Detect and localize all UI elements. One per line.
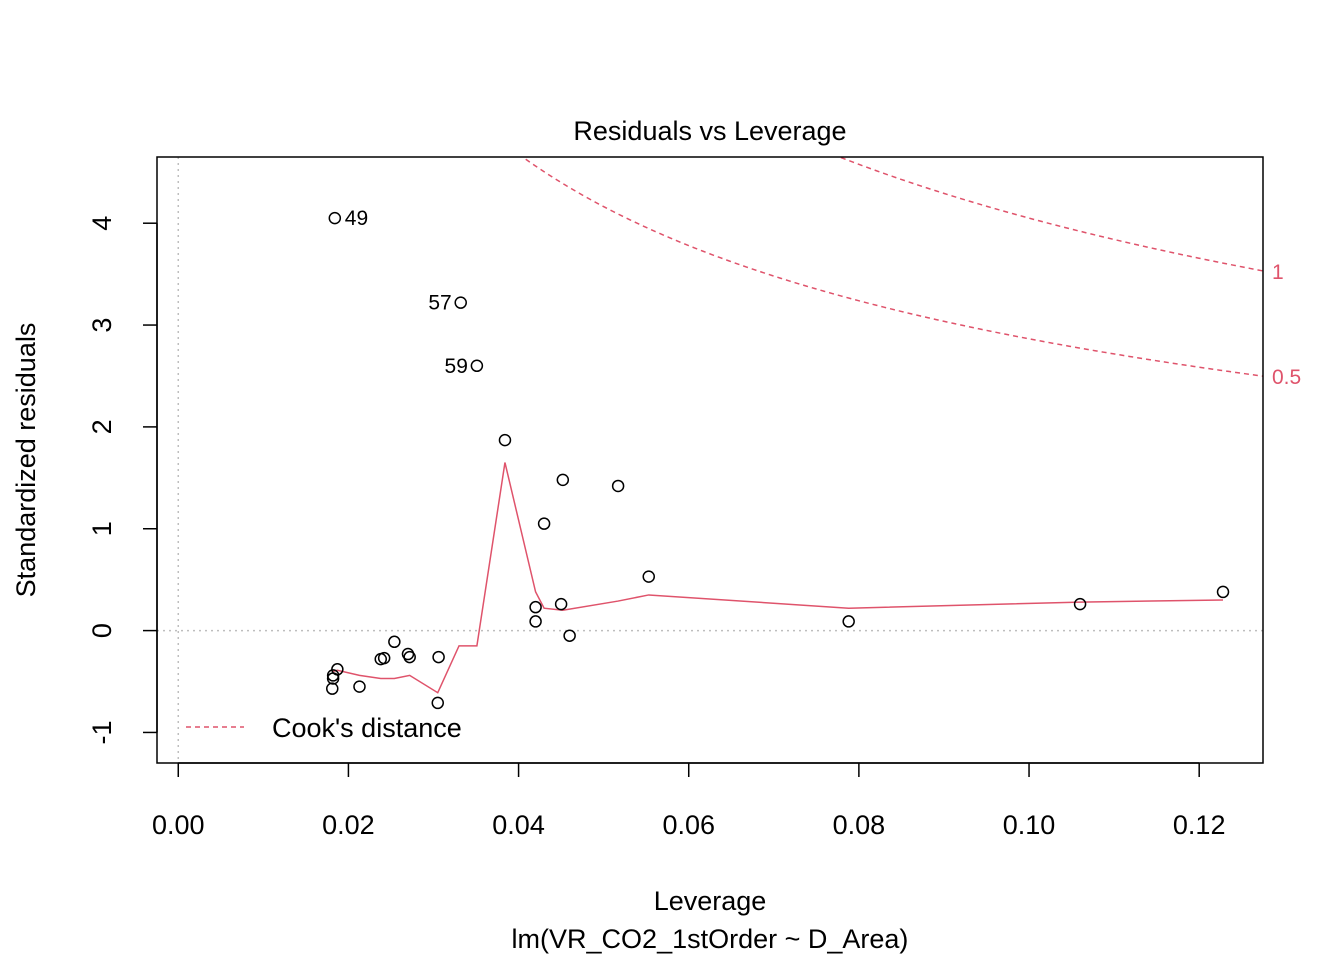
data-point [563,629,576,642]
data-point [537,517,551,530]
data-point [1073,597,1087,611]
legend: Cook's distance [186,713,462,743]
data-point [611,479,625,493]
data-point [554,597,568,611]
data-point [529,600,542,614]
data-point [431,696,445,710]
data-point [556,473,570,487]
smoother-line [332,462,1224,694]
model-formula-label: lm(VR_CO2_1stOrder ~ D_Area) [512,924,909,954]
data-point [328,211,342,225]
y-axis: -1 0 1 2 3 4 [87,216,158,744]
cooks-contour-1 [837,157,1263,272]
data-point [377,651,391,665]
data-point [388,635,401,649]
point-label-57: 57 [428,292,451,315]
y-axis-label: Standardized residuals [11,323,41,598]
data-point [403,650,416,664]
cooks-distance-contours [521,157,1263,377]
x-tick-label: 0.04 [492,810,545,840]
data-point [842,615,855,628]
point-label-49: 49 [345,207,368,230]
data-point [454,296,467,309]
y-tick-label: 2 [87,419,117,434]
data-point [642,570,655,583]
cooks-contour-label: 1 [1272,261,1284,284]
y-tick-label: 4 [87,216,117,231]
point-label-59: 59 [445,355,468,378]
x-tick-label: 0.02 [322,810,375,840]
x-tick-label: 0.00 [152,810,205,840]
data-point [1216,585,1230,599]
point-labels: 49 57 59 [345,207,468,378]
x-tick-label: 0.12 [1173,810,1226,840]
data-point [326,669,340,682]
smoother-layer [332,462,1224,694]
data-point [498,433,512,447]
data-point [353,680,366,693]
x-axis: 0.00 0.02 0.04 0.06 0.08 0.10 0.12 [152,762,1226,840]
cooks-contour-label: 0.5 [1272,366,1301,389]
data-point [470,359,484,373]
y-tick-label: 1 [87,521,117,536]
y-tick-label: 0 [87,623,117,638]
legend-cooks-distance-label: Cook's distance [272,713,462,743]
x-tick-label: 0.10 [1003,810,1056,840]
x-tick-label: 0.06 [662,810,715,840]
cooks-contour-0.5 [521,157,1263,377]
x-axis-label: Leverage [654,886,767,916]
data-point [432,650,445,664]
y-tick-label: -1 [87,720,117,744]
data-point [529,615,542,628]
x-tick-label: 0.08 [833,810,886,840]
data-points [326,211,1230,710]
reference-lines [157,157,1263,763]
y-tick-label: 3 [87,318,117,333]
cooks-distance-contour-labels: 10.5 [1272,261,1301,389]
data-point [326,682,339,695]
chart-title: Residuals vs Leverage [573,116,846,146]
